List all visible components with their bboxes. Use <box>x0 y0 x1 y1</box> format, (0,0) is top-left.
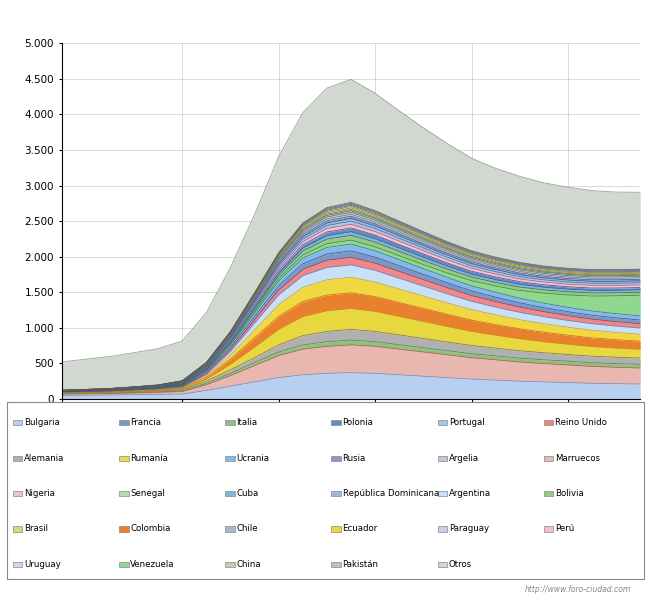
Bar <box>225 562 235 567</box>
Bar <box>225 420 235 425</box>
Text: Rusia: Rusia <box>343 454 366 463</box>
Text: Paraguay: Paraguay <box>448 524 489 533</box>
Bar <box>13 526 23 532</box>
Text: Venezuela: Venezuela <box>130 560 175 569</box>
Bar <box>225 491 235 496</box>
Text: China: China <box>237 560 261 569</box>
Bar <box>13 562 23 567</box>
Text: Portugal: Portugal <box>448 418 484 427</box>
Bar <box>332 491 341 496</box>
Bar <box>437 526 447 532</box>
Text: Nigeria: Nigeria <box>24 489 55 498</box>
Bar <box>543 420 553 425</box>
Text: Argelia: Argelia <box>448 454 479 463</box>
Text: Senegal: Senegal <box>130 489 165 498</box>
Bar <box>437 491 447 496</box>
Bar <box>119 562 129 567</box>
Bar <box>332 526 341 532</box>
Text: Bolivia: Bolivia <box>555 489 584 498</box>
Text: Italia: Italia <box>237 418 257 427</box>
Bar <box>119 491 129 496</box>
Text: Francia: Francia <box>130 418 161 427</box>
Text: Perú: Perú <box>555 524 574 533</box>
Bar <box>543 455 553 461</box>
Bar <box>13 420 23 425</box>
Bar <box>332 420 341 425</box>
Text: Brasil: Brasil <box>24 524 48 533</box>
Text: Chile: Chile <box>237 524 258 533</box>
Text: http://www.foro-ciudad.com: http://www.foro-ciudad.com <box>525 585 630 594</box>
Bar <box>437 455 447 461</box>
Bar <box>225 455 235 461</box>
Bar <box>119 526 129 532</box>
Bar <box>225 526 235 532</box>
Text: Rumanía: Rumanía <box>130 454 168 463</box>
Text: Ciutadella de Menorca - Evolucion habitantes segun pais de nacimiento (principal: Ciutadella de Menorca - Evolucion habita… <box>83 14 567 23</box>
Text: Bulgaria: Bulgaria <box>24 418 60 427</box>
Text: Alemania: Alemania <box>24 454 64 463</box>
Text: Polonia: Polonia <box>343 418 373 427</box>
Text: República Dominicana: República Dominicana <box>343 489 439 498</box>
Text: Uruguay: Uruguay <box>24 560 60 569</box>
Bar <box>119 455 129 461</box>
Text: Ucrania: Ucrania <box>237 454 269 463</box>
Bar <box>437 420 447 425</box>
Text: Colombia: Colombia <box>130 524 170 533</box>
Bar <box>332 455 341 461</box>
Text: Pakistán: Pakistán <box>343 560 378 569</box>
Text: Ecuador: Ecuador <box>343 524 378 533</box>
Text: Reino Unido: Reino Unido <box>555 418 606 427</box>
Text: Argentina: Argentina <box>448 489 491 498</box>
Text: Marruecos: Marruecos <box>555 454 600 463</box>
Bar <box>543 526 553 532</box>
Bar <box>119 420 129 425</box>
Bar <box>437 562 447 567</box>
Text: Cuba: Cuba <box>237 489 259 498</box>
Bar <box>543 491 553 496</box>
Bar <box>13 491 23 496</box>
Bar <box>332 562 341 567</box>
Bar <box>13 455 23 461</box>
Text: Otros: Otros <box>448 560 472 569</box>
